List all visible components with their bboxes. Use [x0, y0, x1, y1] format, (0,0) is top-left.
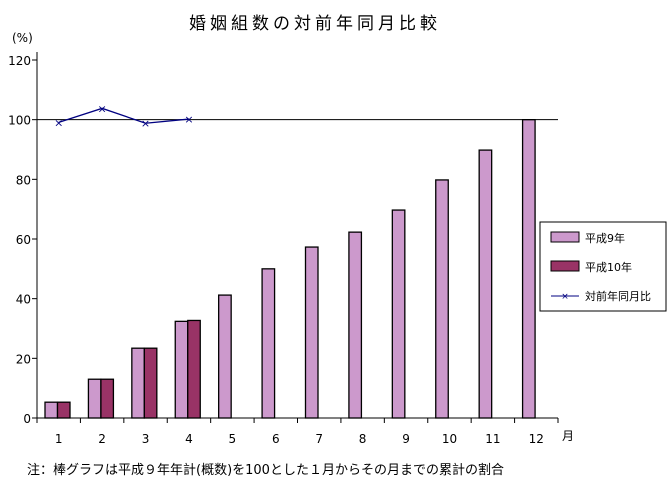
x-tick-label: 5: [229, 432, 237, 446]
ratio-point-marker: ×: [184, 113, 193, 126]
x-tick-label: 3: [142, 432, 150, 446]
bar-h9: [44, 401, 59, 419]
bar-h9: [87, 378, 102, 419]
bar-h10: [100, 378, 115, 419]
legend-marker-x-icon: ×: [561, 292, 569, 302]
chart-title: 婚姻組数の対前年同月比較: [189, 14, 441, 34]
ratio-line: [58, 107, 190, 124]
legend-swatch-h10: [550, 260, 580, 272]
y-tick-label: 120: [8, 54, 31, 68]
ratio-point-marker: ×: [54, 116, 63, 129]
x-tick-label: 11: [485, 432, 500, 446]
bar-h9: [131, 347, 145, 419]
x-tick-label: 6: [272, 432, 280, 446]
ratio-point-marker: ×: [98, 102, 107, 115]
y-tick-label: 80: [16, 173, 31, 187]
ratio-point-marker: ×: [141, 117, 150, 130]
x-tick-label: 8: [359, 432, 367, 446]
bar-h9: [174, 320, 189, 419]
x-axis-label: 月: [562, 429, 574, 443]
y-tick-label: 0: [23, 412, 31, 426]
x-tick-label: 10: [442, 432, 457, 446]
x-tick-label: 1: [55, 432, 63, 446]
y-tick-label: 60: [16, 233, 31, 247]
x-tick-label: 9: [402, 432, 410, 446]
bar-h9: [304, 246, 319, 419]
y-tick-label: 20: [16, 352, 31, 366]
bar-h10: [56, 401, 71, 419]
bar-h9: [348, 231, 363, 419]
y-axis-label: (%): [12, 31, 33, 45]
legend-label-h9: 平成9年: [585, 231, 625, 245]
x-tick-label: 12: [529, 432, 544, 446]
bar-h9: [261, 268, 276, 419]
bar-h9: [218, 294, 232, 419]
y-tick-label: 40: [16, 293, 31, 307]
bar-h9: [478, 149, 493, 419]
x-tick-label: 7: [315, 432, 323, 446]
legend-label-ratio: 対前年同月比: [585, 289, 651, 303]
bar-h10: [143, 347, 158, 419]
x-tick-label: 2: [98, 432, 106, 446]
footnote: 注：棒グラフは平成９年年計(概数)を100とした１月からその月までの累計の割合: [27, 462, 504, 478]
legend-swatch-h9: [550, 231, 580, 243]
x-tick-label: 4: [185, 432, 193, 446]
legend-label-h10: 平成10年: [585, 260, 632, 274]
bar-h10: [187, 319, 201, 419]
bar-h9: [521, 119, 536, 419]
legend: 平成9年 平成10年 × 対前年同月比: [539, 221, 667, 312]
bar-h9: [391, 209, 406, 419]
y-tick-label: 100: [8, 114, 31, 128]
bar-h9: [435, 179, 449, 419]
